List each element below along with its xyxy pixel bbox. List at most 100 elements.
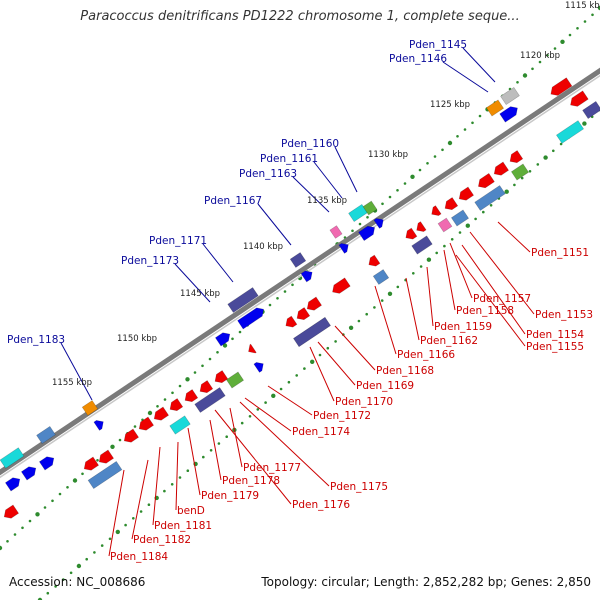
reverse-gene-arrow xyxy=(199,380,214,394)
reverse-gene-arrow xyxy=(570,90,589,107)
reverse-gene-arrow xyxy=(285,315,298,328)
inner-dot-track xyxy=(418,168,422,172)
inner-dot-track xyxy=(193,371,197,374)
reverse-leader-line xyxy=(209,419,222,481)
inner-dot-track xyxy=(43,506,47,509)
reverse-gene-label: Pden_1168 xyxy=(376,365,434,377)
inner-dot-track xyxy=(178,384,182,388)
backbone-line-inner xyxy=(0,74,600,479)
inner-dot-track xyxy=(531,67,534,71)
inner-dot-track xyxy=(216,351,219,354)
reverse-gene-arrow xyxy=(98,449,115,464)
outer-dot-track xyxy=(303,367,306,370)
outer-dot-track xyxy=(504,189,509,194)
forward-gene-arrow xyxy=(4,477,21,492)
inner-dot-track xyxy=(456,135,459,138)
reverse-gene-arrow xyxy=(83,456,100,471)
genome-summary-text: Topology: circular; Length: 2,852,282 bp… xyxy=(261,575,591,589)
reverse-gene-arrow xyxy=(405,227,418,240)
inner-dot-track xyxy=(13,533,17,536)
reverse-gene-label: Pden_1158 xyxy=(456,305,514,317)
gene-box-blue xyxy=(87,460,123,490)
forward-gene-label: Pden_1171 xyxy=(149,235,207,247)
reverse-gene-arrow xyxy=(3,504,20,519)
reverse-gene-arrow xyxy=(493,161,510,176)
inner-dot-track xyxy=(185,377,190,382)
outer-dot-track xyxy=(124,523,127,527)
outer-dot-track xyxy=(93,551,96,554)
reverse-leader-line xyxy=(317,341,356,386)
inner-dot-track xyxy=(538,60,542,64)
inner-dot-track xyxy=(463,128,467,131)
forward-gene-arrow xyxy=(253,362,264,373)
inner-dot-track xyxy=(366,216,369,219)
reverse-leader-line xyxy=(244,397,292,432)
outer-dot-track xyxy=(489,204,493,207)
outer-dot-track xyxy=(520,176,524,180)
forward-leader-line xyxy=(174,263,211,303)
reverse-leader-line xyxy=(443,249,456,311)
forward-gene-arrow xyxy=(20,466,37,481)
reverse-leader-line xyxy=(405,277,420,341)
reverse-gene-label: Pden_1178 xyxy=(222,475,280,487)
inner-dot-track xyxy=(21,526,24,530)
gene-box-cyan xyxy=(0,447,25,469)
forward-gene-label: Pden_1167 xyxy=(204,195,262,207)
outer-dot-track xyxy=(100,544,104,547)
outer-dot-track xyxy=(271,393,276,398)
reverse-leader-line xyxy=(152,446,161,526)
outer-dot-track xyxy=(76,563,82,569)
outer-dot-track xyxy=(450,238,454,241)
reverse-gene-label: Pden_1177 xyxy=(243,462,301,474)
reverse-gene-label: Pden_1162 xyxy=(420,335,478,347)
inner-dot-track xyxy=(522,73,528,78)
forward-leader-line xyxy=(257,203,292,246)
inner-dot-track xyxy=(147,410,153,416)
gene-box-green xyxy=(510,163,530,181)
inner-dot-track xyxy=(35,512,40,517)
forward-gene-label: Pden_1173 xyxy=(121,255,179,267)
reverse-gene-arrow xyxy=(169,398,184,412)
inner-dot-track xyxy=(546,54,549,57)
gene-box-blue xyxy=(474,185,506,211)
outer-dot-track xyxy=(147,503,151,507)
tick-labels: 1115 kbp 1120 kbp 1125 kbp 1130 kbp 1135 kbp… xyxy=(52,1,600,388)
forward-leader-line xyxy=(313,161,343,199)
outer-dot-track xyxy=(474,217,477,221)
reverse-leader-line xyxy=(455,254,526,347)
inner-dot-track xyxy=(388,195,392,199)
reverse-gene-arrow xyxy=(509,150,524,164)
reverse-gene-arrow xyxy=(248,343,257,354)
forward-gene-arrow xyxy=(237,307,264,330)
reverse-gene-arrow xyxy=(184,389,199,403)
reverse-gene-label: Pden_1157 xyxy=(473,293,531,305)
gene-box-purple xyxy=(582,100,600,120)
tick-label: 1150 kbp xyxy=(117,334,157,344)
inner-dot-track xyxy=(441,148,444,152)
gene-box-purple xyxy=(194,387,226,413)
reverse-leader-line xyxy=(461,244,526,335)
inner-dot-track xyxy=(597,5,600,11)
inner-dot-track xyxy=(238,330,242,334)
reverse-gene-arrow xyxy=(416,221,427,232)
gene-box-cyan xyxy=(169,415,191,435)
gene-box-pink xyxy=(437,217,453,233)
outer-dot-track xyxy=(419,265,423,268)
outer-dot-track xyxy=(334,340,337,343)
gene-box-orange xyxy=(81,400,99,416)
outer-dot-track xyxy=(256,408,260,411)
label-leader-lines xyxy=(60,47,535,557)
outer-dot-track xyxy=(248,415,252,418)
gene-box-orange xyxy=(485,99,505,117)
outer-dot-track xyxy=(426,257,432,262)
outer-dot-track xyxy=(387,291,393,296)
gene-box-purple xyxy=(227,287,259,313)
tick-label: 1135 kbp xyxy=(307,196,347,206)
outer-dot-track xyxy=(513,183,516,187)
reverse-leader-line xyxy=(497,221,531,253)
reverse-gene-arrow xyxy=(550,77,573,96)
tick-label: 1140 kbp xyxy=(243,242,283,252)
inner-dot-track xyxy=(118,438,122,442)
